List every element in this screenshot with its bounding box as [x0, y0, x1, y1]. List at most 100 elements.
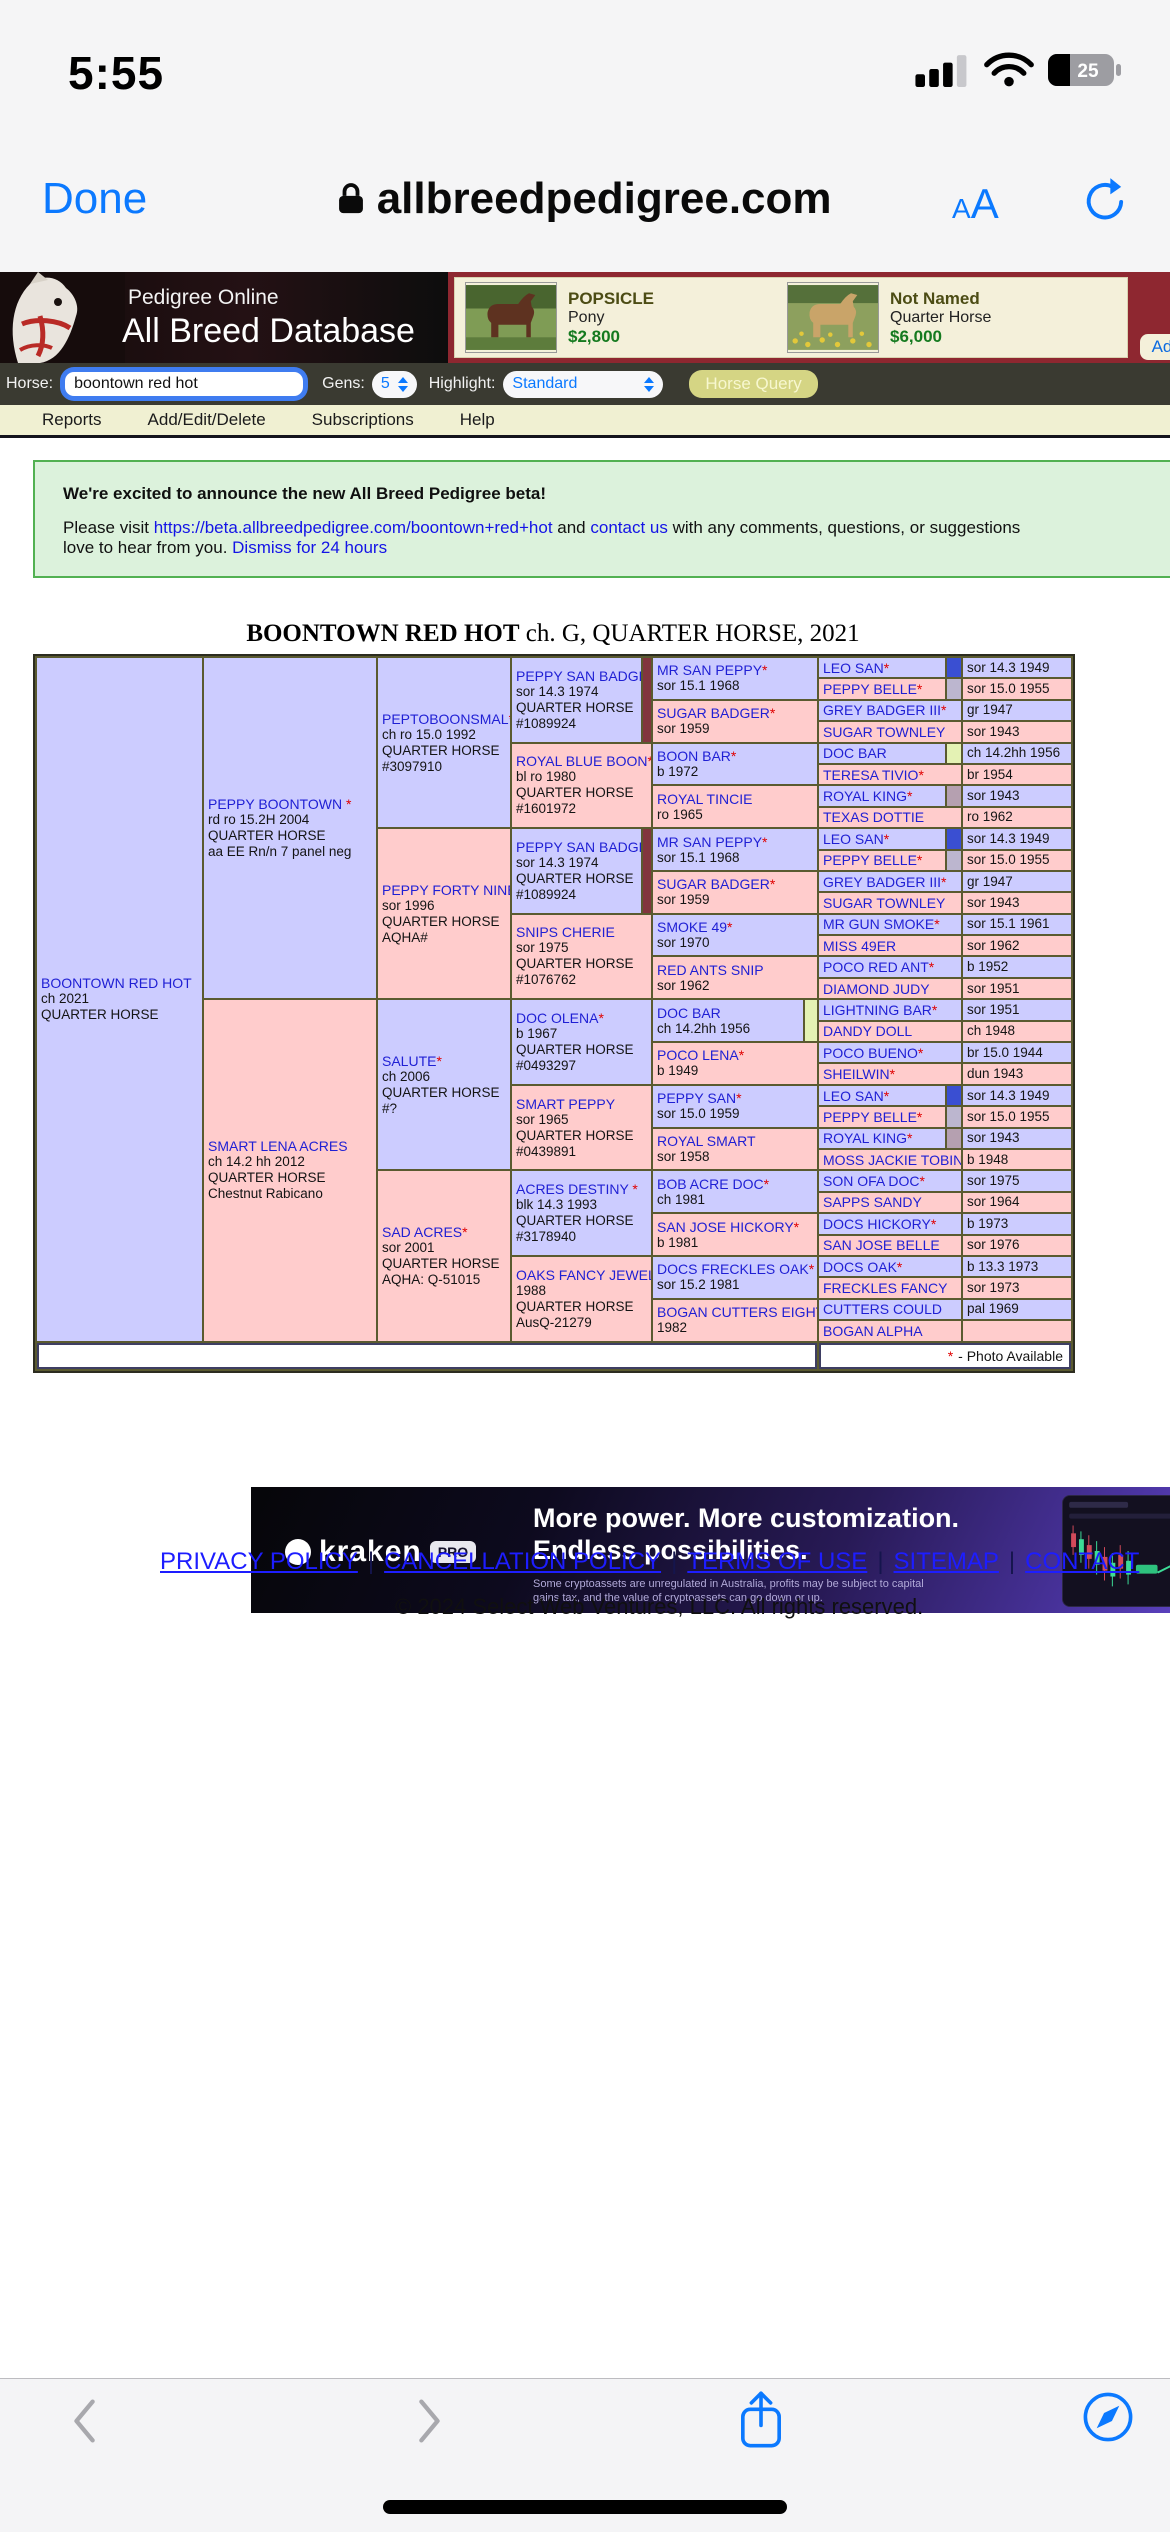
- site-logo-banner[interactable]: Pedigree Online All Breed Database: [0, 272, 448, 363]
- ad-chip[interactable]: Ad: [1140, 334, 1170, 360]
- horse-link[interactable]: SAD ACRES*: [382, 1223, 468, 1240]
- footer-link-privacy[interactable]: PRIVACY POLICY: [160, 1548, 358, 1575]
- address-bar[interactable]: allbreedpedigree.com: [0, 174, 1170, 224]
- horse-link[interactable]: POCO RED ANT*: [823, 959, 935, 976]
- footer-link-sitemap[interactable]: SITEMAP: [893, 1548, 999, 1575]
- horse-link[interactable]: ROYAL TINCIE: [657, 790, 753, 807]
- highlight-select[interactable]: Standard: [503, 370, 664, 398]
- horse-link[interactable]: BOON BAR*: [657, 747, 737, 764]
- sale-listing[interactable]: Not Named Quarter Horse $6,000: [777, 282, 1099, 353]
- horse-link[interactable]: PEPPY FORTY NINE: [382, 881, 510, 898]
- menu-item-add-edit-delete[interactable]: Add/Edit/Delete: [147, 410, 266, 429]
- horse-link[interactable]: SALUTE*: [382, 1052, 442, 1069]
- menu-item-reports[interactable]: Reports: [42, 410, 102, 429]
- horse-link[interactable]: MR SAN PEPPY*: [657, 662, 768, 679]
- horse-search-input[interactable]: [65, 372, 304, 396]
- horse-link[interactable]: TEXAS DOTTIE: [823, 809, 925, 826]
- horse-link[interactable]: RED ANTS SNIP: [657, 961, 764, 978]
- horse-link[interactable]: SAN JOSE HICKORY*: [657, 1218, 800, 1235]
- reload-button[interactable]: [1082, 176, 1130, 233]
- menu-item-subscriptions[interactable]: Subscriptions: [311, 410, 414, 429]
- horse-link[interactable]: SHEILWIN*: [823, 1066, 896, 1083]
- horse-link[interactable]: SUGAR BADGER*: [657, 705, 776, 722]
- gens-select[interactable]: 5: [371, 370, 417, 398]
- horse-link[interactable]: MR GUN SMOKE*: [823, 916, 940, 933]
- horse-link[interactable]: CUTTERS COULD: [823, 1301, 943, 1318]
- contact-us-link[interactable]: contact us: [590, 518, 668, 537]
- photo-available-star: *: [917, 1044, 924, 1061]
- horse-link[interactable]: SMART LENA ACRES: [208, 1138, 348, 1155]
- horse-link[interactable]: GREY BADGER III*: [823, 873, 947, 890]
- sale-listing[interactable]: POPSICLE Pony $2,800: [455, 282, 777, 353]
- horse-link[interactable]: SAN JOSE BELLE: [823, 1237, 940, 1254]
- horse-link[interactable]: BOGAN ALPHA: [823, 1322, 923, 1339]
- horse-link[interactable]: DANDY DOLL: [823, 1023, 913, 1040]
- horse-link[interactable]: BOGAN CUTTERS EIGHT: [657, 1304, 817, 1321]
- horse-link[interactable]: BOONTOWN RED HOT: [41, 975, 192, 992]
- horse-link[interactable]: TERESA TIVIO*: [823, 766, 924, 783]
- horse-link[interactable]: PEPPY SAN BADGER*: [516, 838, 651, 855]
- horse-link[interactable]: PEPTOBOONSMAL*: [382, 711, 510, 727]
- horse-detail-line: sor 1975: [516, 940, 569, 956]
- horse-link[interactable]: LEO SAN*: [823, 1087, 890, 1104]
- horse-link[interactable]: MR SAN PEPPY*: [657, 833, 768, 850]
- horse-link[interactable]: ROYAL SMART: [657, 1132, 756, 1149]
- kraken-ad-banner[interactable]: kraken PRO More power. More customizatio…: [251, 1487, 1170, 1613]
- horse-query-button[interactable]: Horse Query: [689, 370, 818, 398]
- horse-link[interactable]: DOC OLENA*: [516, 1010, 604, 1027]
- horse-link[interactable]: SAPPS SANDY: [823, 1194, 922, 1211]
- horse-link[interactable]: SUGAR TOWNLEY: [823, 723, 946, 740]
- horse-link[interactable]: ROYAL KING*: [823, 1130, 913, 1147]
- menu-item-help[interactable]: Help: [459, 410, 495, 429]
- horse-link[interactable]: PEPPY BOONTOWN *: [208, 796, 352, 813]
- forward-button[interactable]: [416, 2397, 444, 2445]
- horse-link[interactable]: DOC BAR: [657, 1004, 721, 1021]
- horse-link[interactable]: SON OFA DOC*: [823, 1173, 925, 1190]
- pedigree-cell: LEO SAN*: [819, 658, 961, 678]
- horse-link[interactable]: PEPPY SAN*: [657, 1090, 742, 1107]
- horse-link[interactable]: PEPPY BELLE*: [823, 1108, 923, 1125]
- horse-link[interactable]: FRECKLES FANCY: [823, 1280, 948, 1297]
- horse-detail-line: QUARTER HORSE: [516, 785, 634, 801]
- horse-link[interactable]: MOSS JACKIE TOBIN: [823, 1151, 961, 1168]
- horse-detail-line: #1601972: [516, 801, 577, 817]
- duplicate-ancestor-swatch: [945, 658, 961, 678]
- pedigree-cell: PEPPY BOONTOWN * rd ro 15.2H 2004 QUARTER …: [204, 658, 376, 999]
- horse-link[interactable]: SNIPS CHERIE: [516, 924, 615, 941]
- horse-link[interactable]: PEPPY BELLE*: [823, 852, 923, 869]
- horse-link[interactable]: SUGAR TOWNLEY: [823, 894, 946, 911]
- horse-link[interactable]: OAKS FANCY JEWEL: [516, 1266, 651, 1283]
- horse-link[interactable]: POCO LENA*: [657, 1047, 745, 1064]
- footer-link-contact[interactable]: CONTACT: [1025, 1548, 1140, 1575]
- horse-link[interactable]: BOB ACRE DOC*: [657, 1175, 770, 1192]
- horse-link[interactable]: SMART PEPPY: [516, 1095, 616, 1112]
- footer-link-terms[interactable]: TERMS OF USE: [687, 1548, 868, 1575]
- horse-link[interactable]: SMOKE 49*: [657, 919, 733, 936]
- horse-link[interactable]: PEPPY BELLE*: [823, 681, 923, 698]
- horse-link[interactable]: LIGHTNING BAR*: [823, 1001, 938, 1018]
- dismiss-link[interactable]: Dismiss for 24 hours: [232, 538, 388, 557]
- horse-link[interactable]: LEO SAN*: [823, 659, 890, 676]
- horse-link[interactable]: DOCS FRECKLES OAK*: [657, 1261, 815, 1278]
- horse-link[interactable]: PEPPY SAN BADGER*: [516, 667, 651, 684]
- back-button[interactable]: [70, 2397, 98, 2445]
- footer-link-cancellation[interactable]: CANCELLATION POLICY: [384, 1548, 662, 1575]
- home-indicator[interactable]: [383, 2500, 787, 2514]
- horse-link[interactable]: LEO SAN*: [823, 830, 890, 847]
- horse-link[interactable]: DOCS HICKORY*: [823, 1215, 937, 1232]
- horse-link[interactable]: DIAMOND JUDY: [823, 980, 930, 997]
- horse-link[interactable]: DOCS OAK*: [823, 1258, 903, 1275]
- share-button[interactable]: [736, 2389, 786, 2451]
- horse-link[interactable]: DOC BAR: [823, 745, 887, 762]
- horse-link[interactable]: ROYAL BLUE BOON*: [516, 753, 651, 769]
- open-in-safari-button[interactable]: [1082, 2391, 1134, 2443]
- horse-link[interactable]: SUGAR BADGER*: [657, 876, 776, 893]
- text-size-button[interactable]: AA: [952, 180, 999, 227]
- horse-link[interactable]: ACRES DESTINY *: [516, 1181, 638, 1198]
- horse-link[interactable]: POCO BUENO*: [823, 1044, 924, 1061]
- done-button[interactable]: Done: [42, 174, 148, 223]
- horse-link[interactable]: GREY BADGER III*: [823, 702, 947, 719]
- beta-link[interactable]: https://beta.allbreedpedigree.com/boonto…: [153, 518, 553, 537]
- horse-link[interactable]: MISS 49ER: [823, 937, 897, 954]
- horse-link[interactable]: ROYAL KING*: [823, 788, 913, 805]
